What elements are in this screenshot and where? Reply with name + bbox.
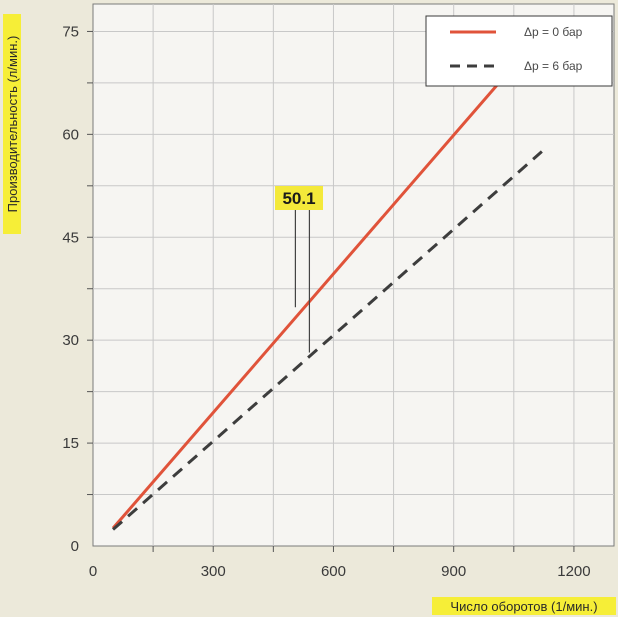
y-tick-label: 0 — [71, 538, 79, 555]
y-tick-label: 45 — [62, 229, 79, 246]
axis-ticks — [87, 30, 575, 552]
legend-label-dp0: Δp = 0 бар — [524, 25, 583, 39]
legend-label-dp6: Δp = 6 бар — [524, 59, 583, 73]
y-axis-title-text: Производительность (л/мин.) — [5, 36, 20, 213]
legend-box — [425, 15, 613, 87]
x-tick-label: 900 — [441, 563, 466, 580]
x-tick-label: 600 — [321, 563, 346, 580]
x-tick-label: 1200 — [557, 563, 590, 580]
y-tick-label: 60 — [62, 126, 79, 143]
y-axis-title-highlight — [3, 14, 21, 234]
callout-box — [275, 186, 323, 210]
grid — [93, 4, 614, 546]
callout-label: 50.1 — [282, 189, 315, 208]
y-tick-label: 15 — [62, 435, 79, 452]
tick-labels: 0 300 600 900 1200 0 15 30 45 60 75 — [62, 23, 590, 580]
annotation: 50.1 — [275, 186, 323, 353]
series-line-dp6 — [112, 150, 543, 531]
x-axis-title-text: Число оборотов (1/мин.) — [450, 599, 597, 614]
x-axis-title: Число оборотов (1/мин.) — [432, 597, 616, 615]
y-tick-label: 75 — [62, 23, 79, 40]
series-line-dp0 — [111, 64, 515, 530]
x-tick-label: 300 — [201, 563, 226, 580]
y-tick-label: 30 — [62, 332, 79, 349]
series-layer — [111, 64, 543, 531]
x-axis-title-highlight — [432, 597, 616, 615]
x-tick-label: 0 — [89, 563, 97, 580]
plot-area — [92, 3, 615, 547]
y-axis-title: Производительность (л/мин.) — [3, 14, 21, 234]
legend: Δp = 0 бар Δp = 6 бар — [425, 15, 613, 87]
